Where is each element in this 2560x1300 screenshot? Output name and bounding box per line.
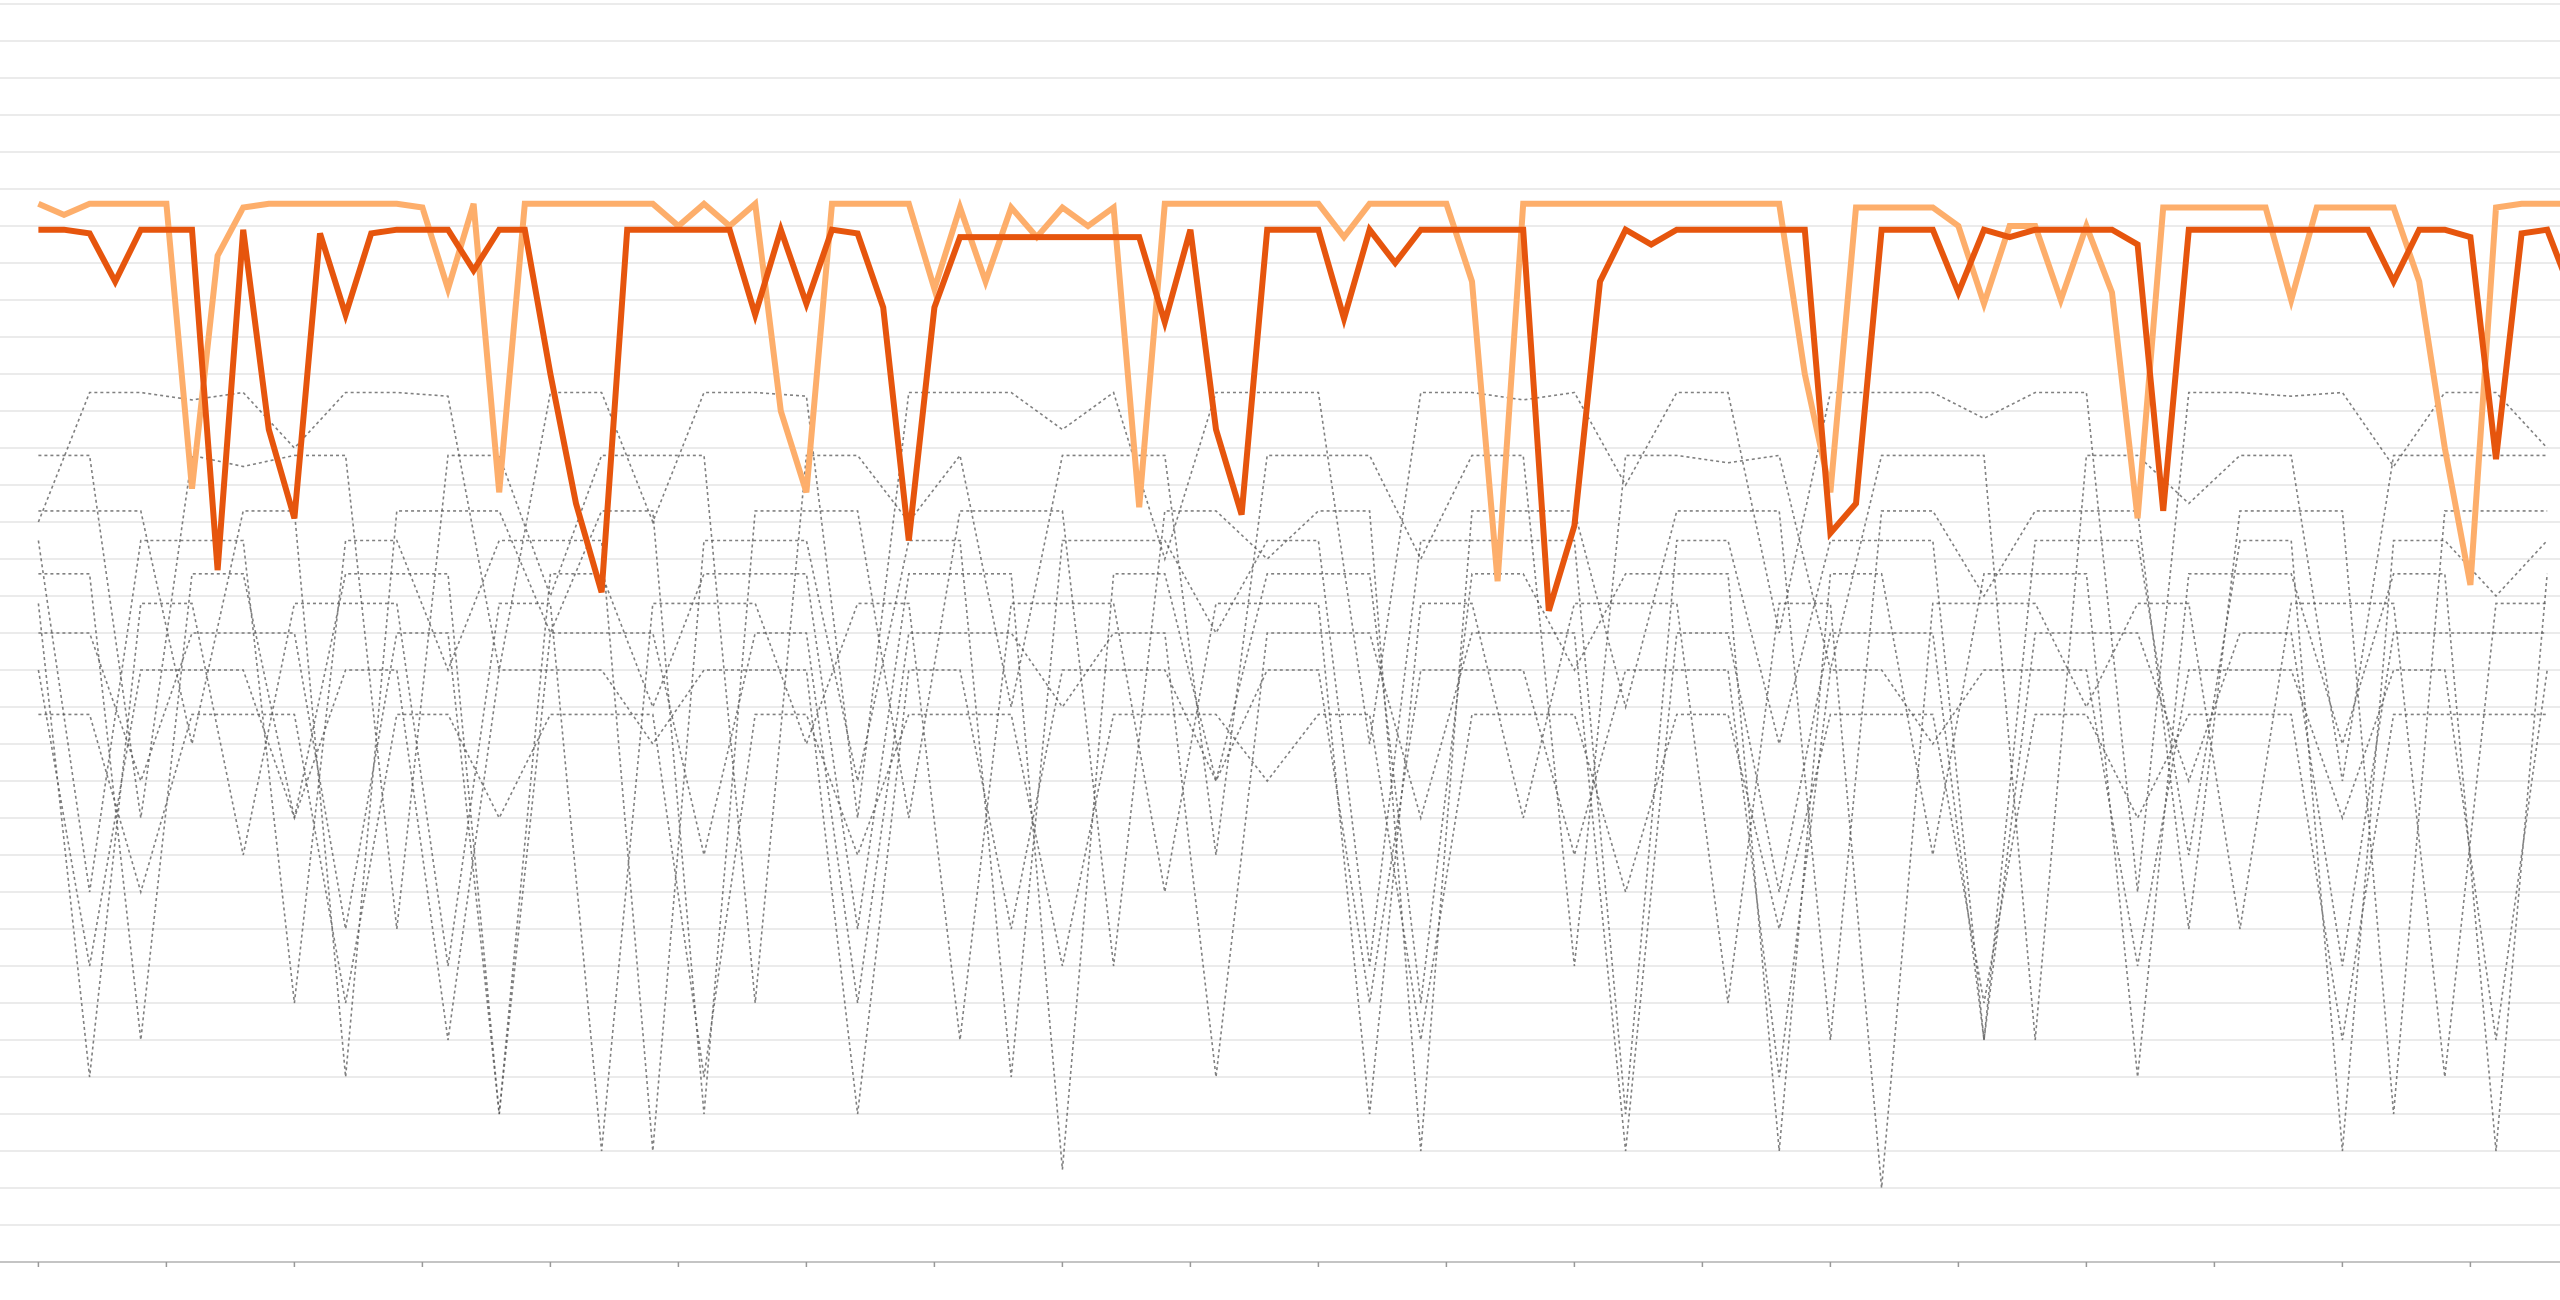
background-series-line <box>37 669 2548 1115</box>
background-series-line <box>38 510 2548 1152</box>
highlight-series-group <box>37 197 2560 612</box>
background-series-line <box>37 539 2548 1152</box>
background-series-line <box>38 572 2548 1170</box>
background-series-line <box>38 713 2548 1078</box>
highlight-series-line <box>38 219 2560 612</box>
gridlines <box>0 3 2560 1226</box>
background-series-line <box>37 602 2548 1189</box>
x-axis <box>0 1261 2560 1267</box>
background-series-group <box>37 391 2548 1189</box>
